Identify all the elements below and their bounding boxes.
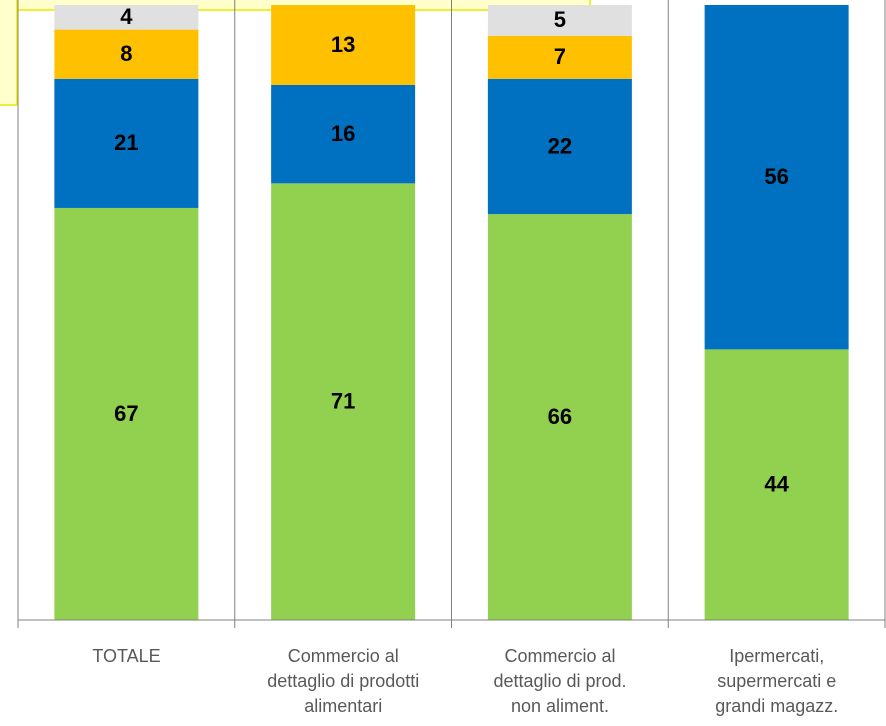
bar-segment	[487, 35, 632, 79]
bar-segment	[487, 214, 632, 620]
bar-segment	[271, 84, 416, 184]
bar-segment	[271, 5, 416, 85]
data-label: 7	[554, 44, 566, 69]
bar-segment	[487, 78, 632, 215]
x-tick-label: Ipermercati, supermercati e grandi magaz…	[715, 646, 839, 716]
bar-segment	[704, 5, 849, 350]
data-label: 16	[331, 121, 355, 146]
data-label: 4	[120, 4, 133, 29]
x-tick-label: Commercio al dettaglio di prod. non alim…	[493, 646, 627, 716]
data-label: 13	[331, 32, 355, 57]
data-label: 8	[120, 41, 132, 66]
bar-segment	[54, 29, 199, 79]
bar-segment	[54, 5, 199, 30]
bar-segment	[271, 183, 416, 620]
data-label: 56	[764, 164, 788, 189]
data-label: 67	[114, 401, 138, 426]
data-label: 66	[548, 404, 572, 429]
x-tick-label: TOTALE	[92, 646, 161, 666]
data-label: 5	[554, 7, 566, 32]
bar-segment	[487, 5, 632, 36]
bar-segment	[54, 207, 199, 620]
data-label: 22	[548, 133, 572, 158]
x-tick-label: Commercio al dettaglio di prodotti alime…	[267, 646, 420, 716]
data-label: 71	[331, 388, 355, 413]
bar-segment	[54, 78, 199, 208]
data-label: 44	[764, 472, 789, 497]
data-label: 21	[114, 130, 138, 155]
bar-segment	[704, 349, 849, 620]
note-box	[0, 0, 18, 106]
